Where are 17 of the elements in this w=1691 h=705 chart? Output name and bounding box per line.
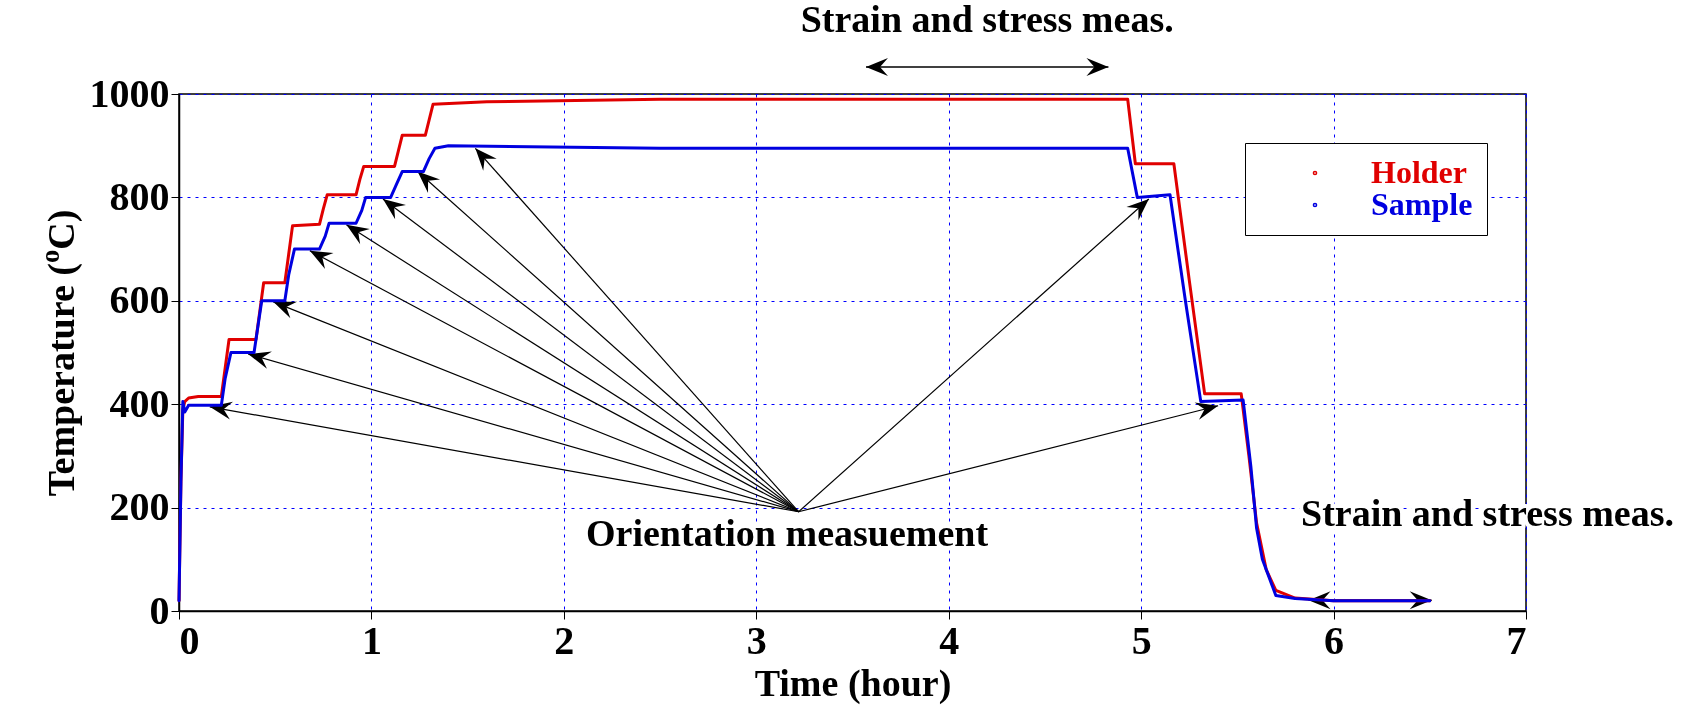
x-tick-label: 3 xyxy=(746,617,767,663)
x-tick-label: 7 xyxy=(1506,617,1527,663)
text: Strain and stress meas. xyxy=(800,0,1174,40)
x-tick-label: 5 xyxy=(1131,617,1152,663)
y-tick-label: 400 xyxy=(109,380,170,426)
x-tick-label: 4 xyxy=(939,617,960,663)
x-axis-title: Time (hour) xyxy=(754,661,952,705)
x-tick-label: 6 xyxy=(1324,617,1345,663)
y-tick-label: 800 xyxy=(109,173,170,219)
y-tick-label: 1000 xyxy=(89,70,170,116)
y-tick-label: 0 xyxy=(149,587,170,633)
y-tick-label: 600 xyxy=(109,277,170,323)
x-tick-label: 2 xyxy=(554,617,575,663)
annotation: Orientation measuement xyxy=(586,512,989,555)
x-tick-label: 1 xyxy=(361,617,382,663)
x-tick-label: 0 xyxy=(179,617,200,663)
y-tick-label: 200 xyxy=(109,484,170,530)
